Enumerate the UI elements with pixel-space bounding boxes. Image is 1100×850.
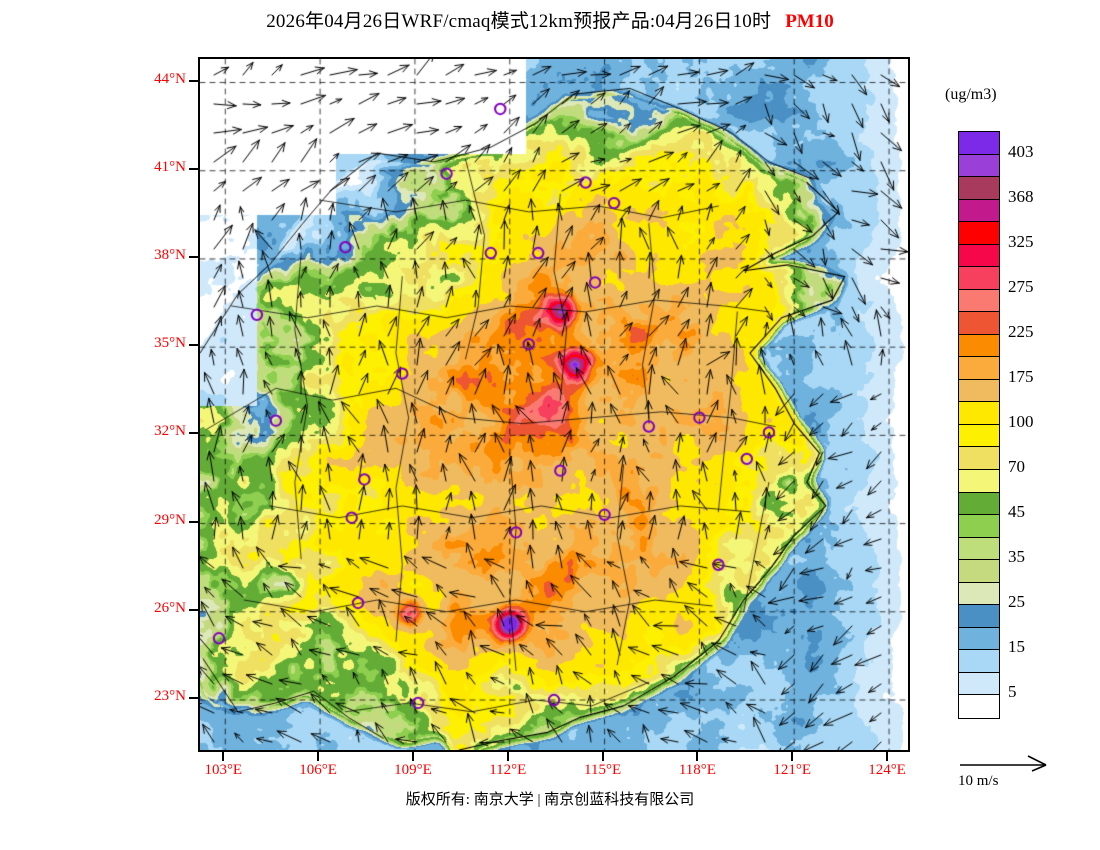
lat-tick-mark — [189, 697, 198, 699]
legend-swatch-22[interactable] — [959, 627, 999, 651]
legend-swatch-12[interactable] — [959, 402, 999, 425]
lat-tick-29: 29°N — [154, 511, 186, 528]
legend-swatch-11[interactable] — [959, 379, 999, 403]
legend-units-label: (ug/m3) — [945, 86, 997, 103]
lon-tick-mark — [411, 752, 414, 761]
lon-tick-mark — [317, 752, 320, 761]
lat-tick-35: 35°N — [154, 335, 186, 352]
forecast-map[interactable] — [198, 57, 910, 752]
lat-tick-26: 26°N — [154, 599, 186, 616]
legend-tick-403: 403 — [1008, 141, 1034, 161]
legend-swatch-3[interactable] — [959, 199, 999, 223]
lat-tick-23: 23°N — [154, 688, 186, 704]
lon-tick-mark — [506, 752, 509, 761]
lon-tick-mark — [222, 752, 225, 761]
lon-tick-103: 103°E — [204, 762, 243, 778]
lon-tick-mark — [696, 752, 699, 761]
legend-tick-45: 45 — [1008, 502, 1025, 522]
legend-tick-175: 175 — [1008, 366, 1034, 386]
lon-tick-124: 124°E — [868, 762, 906, 778]
legend-tick-100: 100 — [1008, 412, 1034, 431]
lat-tick-mark — [189, 255, 198, 258]
lat-tick-32: 32°N — [154, 423, 186, 440]
legend-swatch-0[interactable] — [959, 132, 999, 155]
colorbar-legend: (ug/m3) — [941, 86, 1091, 112]
lon-tick-mark — [886, 752, 889, 761]
legend-swatch-17[interactable] — [959, 515, 999, 538]
lon-tick-mark — [791, 752, 794, 761]
lat-tick-38: 38°N — [154, 246, 186, 263]
lon-tick-121: 121°E — [773, 762, 812, 778]
colorbar-swatches[interactable] — [958, 131, 1000, 719]
lat-tick-mark — [189, 344, 198, 347]
legend-swatch-7[interactable] — [959, 289, 999, 313]
legend-tick-25: 25 — [1008, 592, 1025, 612]
copyright-footer: 版权所有: 南京大学 | 南京创蓝科技有限公司 — [405, 792, 695, 808]
legend-tick-15: 15 — [1008, 637, 1025, 657]
lon-tick-106: 106°E — [299, 762, 337, 778]
pollutant-label: PM10 — [785, 11, 834, 32]
lat-tick-44: 44°N — [154, 70, 186, 87]
legend-swatch-19[interactable] — [959, 560, 999, 583]
legend-swatch-16[interactable] — [959, 492, 999, 516]
wind-scale-label: 10 m/s — [958, 773, 999, 789]
legend-swatch-1[interactable] — [959, 154, 999, 178]
legend-swatch-21[interactable] — [959, 605, 999, 628]
lat-tick-mark — [189, 608, 198, 611]
legend-swatch-20[interactable] — [959, 582, 999, 606]
legend-tick-225: 225 — [1008, 321, 1034, 341]
lon-tick-115: 115°E — [584, 762, 622, 778]
legend-swatch-2[interactable] — [959, 177, 999, 200]
legend-swatch-14[interactable] — [959, 447, 999, 470]
title-text: 2026年04月26日WRF/cmaq模式12km预报产品:04月26日10时 — [266, 11, 772, 32]
pm10-concentration-heatmap[interactable] — [200, 59, 908, 750]
lon-tick-mark — [601, 752, 604, 761]
legend-swatch-25[interactable] — [959, 695, 999, 718]
page-title: 2026年04月26日WRF/cmaq模式12km预报产品:04月26日10时 P… — [0, 6, 1100, 33]
legend-tick-5: 5 — [1008, 682, 1017, 702]
legend-swatch-6[interactable] — [959, 267, 999, 290]
legend-tick-368: 368 — [1008, 186, 1034, 206]
legend-swatch-23[interactable] — [959, 650, 999, 673]
legend-swatch-8[interactable] — [959, 312, 999, 335]
legend-tick-325: 325 — [1008, 231, 1034, 251]
legend-swatch-15[interactable] — [959, 469, 999, 493]
legend-swatch-10[interactable] — [959, 357, 999, 380]
legend-swatch-18[interactable] — [959, 537, 999, 561]
lon-tick-109: 109°E — [394, 762, 432, 778]
legend-tick-275: 275 — [1008, 276, 1034, 296]
lon-tick-112: 112°E — [489, 762, 527, 778]
legend-swatch-5[interactable] — [959, 244, 999, 268]
lon-tick-118: 118°E — [678, 762, 716, 778]
wind-vector-arrow-icon — [960, 755, 1047, 772]
legend-swatch-13[interactable] — [959, 424, 999, 448]
lat-tick-mark — [189, 432, 198, 435]
legend-swatch-4[interactable] — [959, 222, 999, 245]
legend-swatch-24[interactable] — [959, 672, 999, 696]
lat-tick-mark — [189, 79, 198, 82]
legend-tick-35: 35 — [1008, 547, 1025, 567]
wind-scale-key: 10 m/s — [958, 752, 1088, 790]
legend-tick-70: 70 — [1008, 457, 1025, 477]
lat-tick-41: 41°N — [154, 158, 186, 175]
lat-tick-mark — [189, 167, 198, 170]
lat-tick-mark — [189, 520, 198, 523]
legend-swatch-9[interactable] — [959, 334, 999, 358]
